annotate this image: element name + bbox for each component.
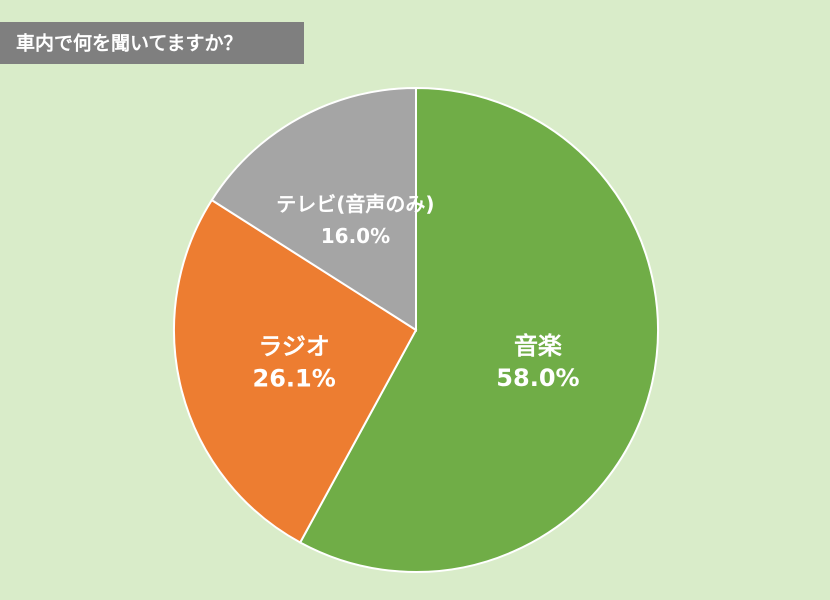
title-box — [0, 22, 304, 64]
slice-label: テレビ(音声のみ) — [276, 192, 434, 216]
value-label: 26.1% — [253, 364, 336, 392]
pie-slice — [210, 86, 417, 332]
pie-slice — [173, 198, 418, 544]
pie-slice — [298, 86, 659, 573]
value-label: 16.0% — [321, 224, 390, 248]
chart-title: 車内で何を聞いてますか？ — [16, 32, 242, 55]
slice-label: 音楽 — [514, 332, 563, 360]
value-label: 58.0% — [496, 364, 579, 392]
slice-label: ラジオ — [258, 332, 330, 360]
